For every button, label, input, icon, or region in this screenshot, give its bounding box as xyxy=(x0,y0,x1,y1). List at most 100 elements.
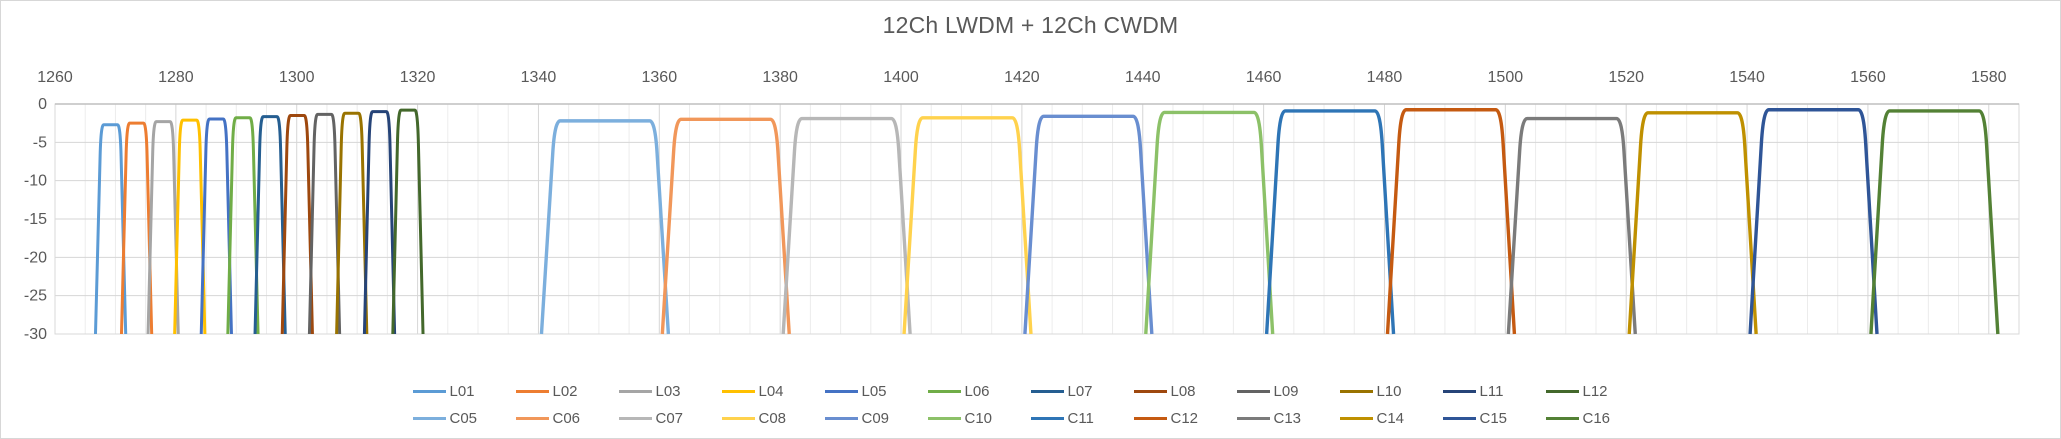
legend-item-C13: C13 xyxy=(1236,410,1340,427)
series-curve-C12 xyxy=(1385,108,1517,335)
series-curve-C13 xyxy=(1506,116,1637,335)
x-tick-label: 1320 xyxy=(400,69,436,86)
y-tick-label: -15 xyxy=(24,211,47,228)
legend-label: L10 xyxy=(1376,383,1402,400)
legend-label: C05 xyxy=(449,410,478,427)
series-curve-L07 xyxy=(253,115,287,335)
series-curve-L02 xyxy=(119,121,154,335)
legend-swatch xyxy=(824,390,858,393)
legend-item-C15: C15 xyxy=(1442,411,1546,426)
legend-label: L03 xyxy=(655,383,681,400)
y-tick-label: 0 xyxy=(38,96,47,113)
series-curve-C05 xyxy=(539,119,671,335)
legend-item-C09: C09 xyxy=(824,411,928,426)
series-curve-C09 xyxy=(1023,114,1154,335)
series-curve-L06 xyxy=(226,116,260,335)
x-tick-label: 1300 xyxy=(279,69,315,86)
legend-label: C16 xyxy=(1582,410,1611,427)
legend-swatch xyxy=(1030,417,1064,420)
x-tick-label: 1500 xyxy=(1488,69,1524,86)
y-tick-label: -20 xyxy=(24,249,47,266)
legend-item-L01: L01 xyxy=(412,383,516,400)
legend-item-L07: L07 xyxy=(1030,384,1134,399)
legend-item-C05: C05 xyxy=(412,410,516,427)
series-curve-L01 xyxy=(93,123,128,335)
series-curve-L03 xyxy=(146,120,180,335)
legend-item-L06: L06 xyxy=(927,383,1031,400)
series-curve-L12 xyxy=(391,108,425,335)
x-tick-label: 1400 xyxy=(883,69,919,86)
x-tick-label: 1460 xyxy=(1246,69,1282,86)
chart-title: 12Ch LWDM + 12Ch CWDM xyxy=(882,12,1179,38)
legend-item-C12: C12 xyxy=(1133,410,1237,427)
series-curve-L08 xyxy=(280,114,314,335)
legend-label: L02 xyxy=(552,383,578,400)
legend-row: C05 C06 C07 C08 C09 C10 C11 C12 C13 C14 C15 C16 xyxy=(412,405,1649,432)
legend-item-L09: L09 xyxy=(1236,384,1340,399)
series-curve-L10 xyxy=(335,111,369,335)
legend-swatch xyxy=(824,417,858,420)
legend-item-C07: C07 xyxy=(618,410,722,427)
legend-item-L04: L04 xyxy=(721,384,825,399)
x-tick-label: 1360 xyxy=(642,69,678,86)
legend-label: C12 xyxy=(1170,410,1199,427)
legend-swatch xyxy=(515,417,549,420)
legend-item-C11: C11 xyxy=(1030,411,1134,426)
series-curve-L09 xyxy=(307,112,342,335)
legend-swatch xyxy=(721,417,755,420)
legend-swatch xyxy=(1133,390,1167,393)
legend-row: L01 L02 L03 L04 L05 L06 L07 L08 L09 L10 L11 L12 xyxy=(412,378,1649,405)
legend-swatch xyxy=(1545,390,1579,393)
legend-label: L11 xyxy=(1479,383,1504,400)
legend-swatch xyxy=(1030,390,1064,393)
x-tick-label: 1340 xyxy=(521,69,557,86)
legend-item-L10: L10 xyxy=(1339,383,1443,400)
legend-label: L06 xyxy=(964,383,990,400)
x-tick-label: 1280 xyxy=(158,69,194,86)
y-tick-label: -10 xyxy=(24,173,47,190)
series-curve-C11 xyxy=(1264,109,1396,335)
legend-label: C07 xyxy=(655,410,684,427)
series-curve-C07 xyxy=(781,116,912,335)
series-curve-C08 xyxy=(902,116,1033,335)
legend-item-C16: C16 xyxy=(1545,410,1649,427)
legend-swatch xyxy=(1442,390,1476,393)
x-tick-label: 1540 xyxy=(1729,69,1765,86)
series-curve-C16 xyxy=(1869,109,2000,335)
legend-label: C13 xyxy=(1273,410,1302,427)
legend-swatch xyxy=(412,390,446,393)
legend-swatch xyxy=(1236,417,1270,420)
legend-label: C06 xyxy=(552,410,581,427)
legend-swatch xyxy=(721,390,755,393)
y-tick-label: -25 xyxy=(24,288,47,305)
y-axis-tick-labels: 0 -5 -10 -15 -20 -25 -30 xyxy=(24,96,47,343)
legend-item-L12: L12 xyxy=(1545,384,1649,399)
legend-swatch xyxy=(515,390,549,393)
legend-swatch xyxy=(1236,390,1270,393)
x-tick-label: 1260 xyxy=(37,69,73,86)
legend-label: L08 xyxy=(1170,383,1196,400)
legend-swatch xyxy=(618,390,652,393)
x-tick-label: 1560 xyxy=(1850,69,1886,86)
x-tick-label: 1580 xyxy=(1971,69,2007,86)
series-curve-C15 xyxy=(1748,108,1879,335)
legend-swatch xyxy=(1133,417,1167,420)
series-curves xyxy=(93,108,2000,335)
x-tick-label: 1440 xyxy=(1125,69,1161,86)
legend-swatch xyxy=(927,390,961,393)
x-tick-label: 1480 xyxy=(1367,69,1403,86)
legend-label: C10 xyxy=(964,410,993,427)
legend-item-L08: L08 xyxy=(1133,383,1237,400)
legend-item-L11: L11 xyxy=(1442,383,1546,400)
legend-label: L01 xyxy=(449,383,475,400)
legend-item-C10: C10 xyxy=(927,410,1031,427)
legend-swatch xyxy=(1339,417,1373,420)
legend-label: L05 xyxy=(861,383,887,400)
x-tick-label: 1420 xyxy=(1004,69,1040,86)
series-curve-C10 xyxy=(1144,110,1275,335)
x-tick-label: 1380 xyxy=(762,69,798,86)
legend-label: C08 xyxy=(758,410,787,427)
legend-swatch xyxy=(412,417,446,420)
legend-item-L05: L05 xyxy=(824,383,928,400)
